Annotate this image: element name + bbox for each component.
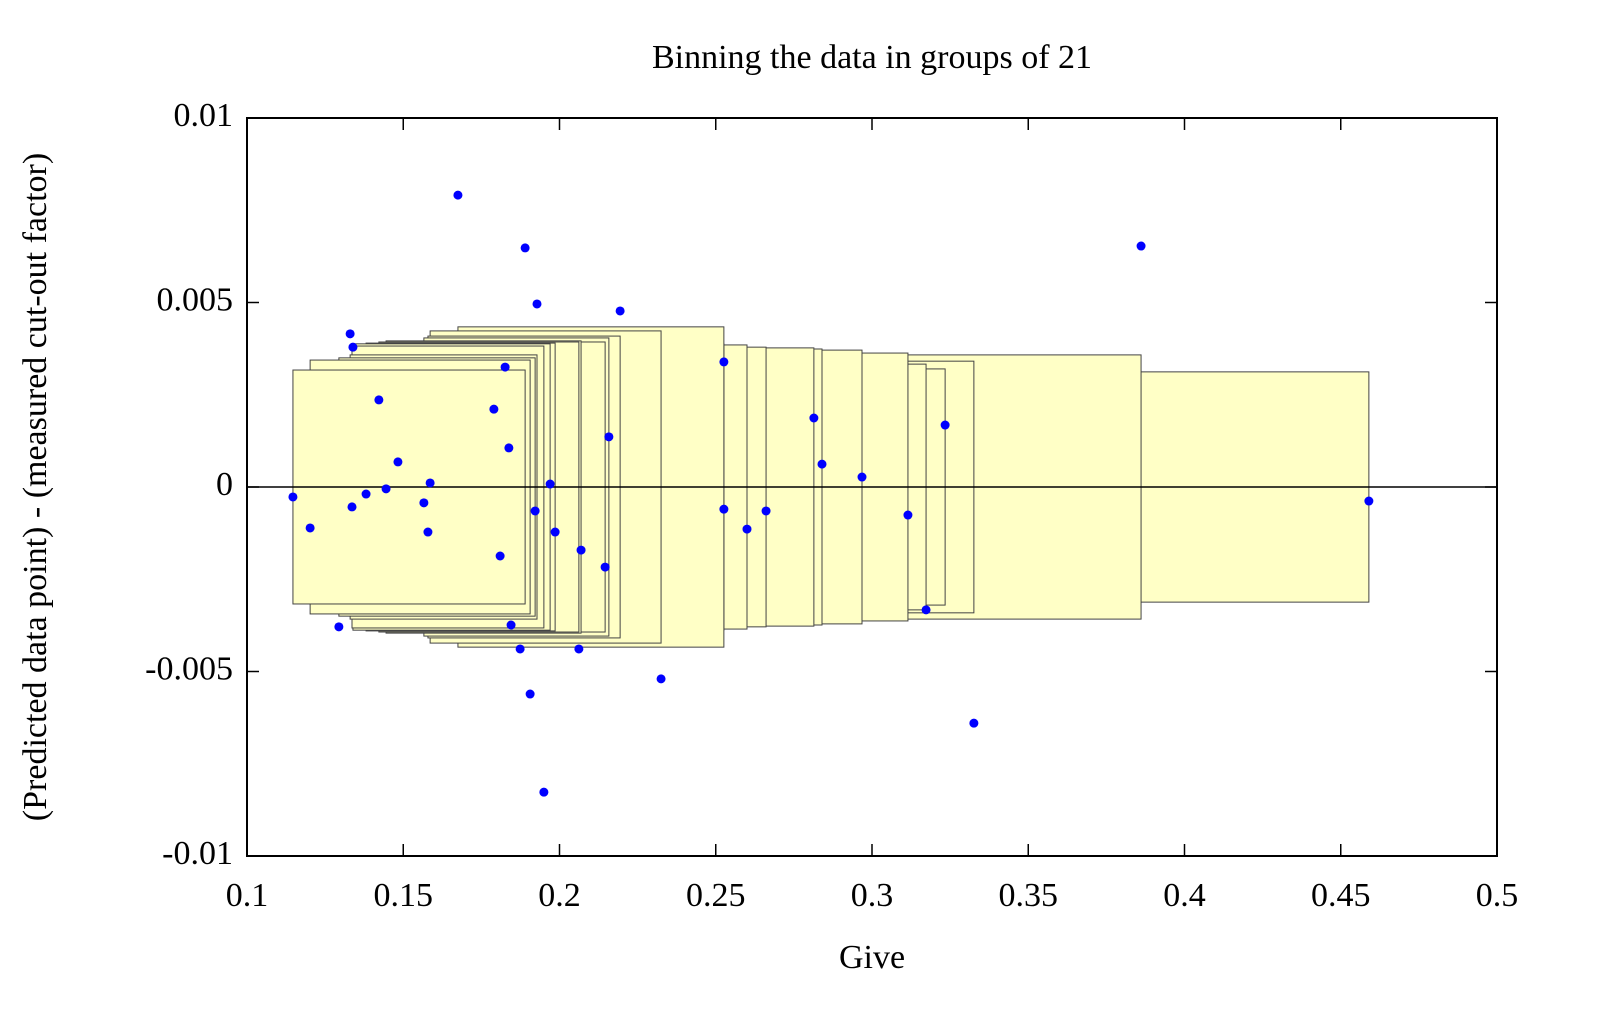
- data-point: [969, 718, 979, 728]
- data-point: [545, 479, 555, 489]
- data-point: [615, 306, 625, 316]
- data-point: [504, 443, 514, 453]
- data-point: [550, 527, 560, 537]
- data-point: [530, 506, 540, 516]
- data-point: [719, 357, 729, 367]
- data-point: [515, 644, 525, 654]
- data-point: [334, 622, 344, 632]
- data-point: [817, 459, 827, 469]
- data-point: [381, 484, 391, 494]
- data-point: [857, 472, 867, 482]
- data-point: [532, 299, 542, 309]
- data-point: [809, 413, 819, 423]
- data-point: [489, 404, 499, 414]
- data-point: [1364, 496, 1374, 506]
- y-tick-label: -0.005: [145, 650, 233, 687]
- x-axis-label: Give: [839, 939, 905, 976]
- y-axis-label: (Predicted data point) - (measured cut-o…: [17, 153, 54, 821]
- data-point: [500, 362, 510, 372]
- data-point: [903, 510, 913, 520]
- x-tick-label: 0.35: [999, 877, 1059, 914]
- data-point: [742, 524, 752, 534]
- data-point: [520, 243, 530, 253]
- data-point: [425, 478, 435, 488]
- data-point: [423, 527, 433, 537]
- data-point: [374, 395, 384, 405]
- x-tick-label: 0.25: [686, 877, 746, 914]
- data-point: [525, 689, 535, 699]
- data-point: [393, 457, 403, 467]
- data-point: [604, 432, 614, 442]
- data-point: [348, 342, 358, 352]
- y-tick-label: 0.01: [174, 97, 234, 134]
- data-point: [495, 551, 505, 561]
- y-tick-label: 0: [216, 466, 233, 503]
- chart-title: Binning the data in groups of 21: [652, 39, 1092, 76]
- data-point: [419, 498, 429, 508]
- data-point: [719, 504, 729, 514]
- data-point: [761, 506, 771, 516]
- x-tick-label: 0.2: [538, 877, 581, 914]
- data-point: [921, 605, 931, 615]
- data-point: [576, 545, 586, 555]
- data-point: [305, 523, 315, 533]
- data-point: [506, 620, 516, 630]
- data-point: [1136, 241, 1146, 251]
- data-point: [940, 420, 950, 430]
- data-point: [574, 644, 584, 654]
- y-tick-label: 0.005: [157, 281, 234, 318]
- x-tick-label: 0.3: [851, 877, 894, 914]
- x-tick-label: 0.45: [1311, 877, 1371, 914]
- data-point: [361, 489, 371, 499]
- x-tick-label: 0.1: [226, 877, 269, 914]
- x-tick-label: 0.4: [1163, 877, 1206, 914]
- x-tick-label: 0.5: [1476, 877, 1519, 914]
- data-point: [656, 674, 666, 684]
- x-tick-label: 0.15: [374, 877, 434, 914]
- data-point: [453, 190, 463, 200]
- data-point: [347, 502, 357, 512]
- data-point: [288, 492, 298, 502]
- data-point: [600, 562, 610, 572]
- data-point: [345, 329, 355, 339]
- y-tick-label: -0.01: [162, 835, 233, 872]
- data-point: [539, 787, 549, 797]
